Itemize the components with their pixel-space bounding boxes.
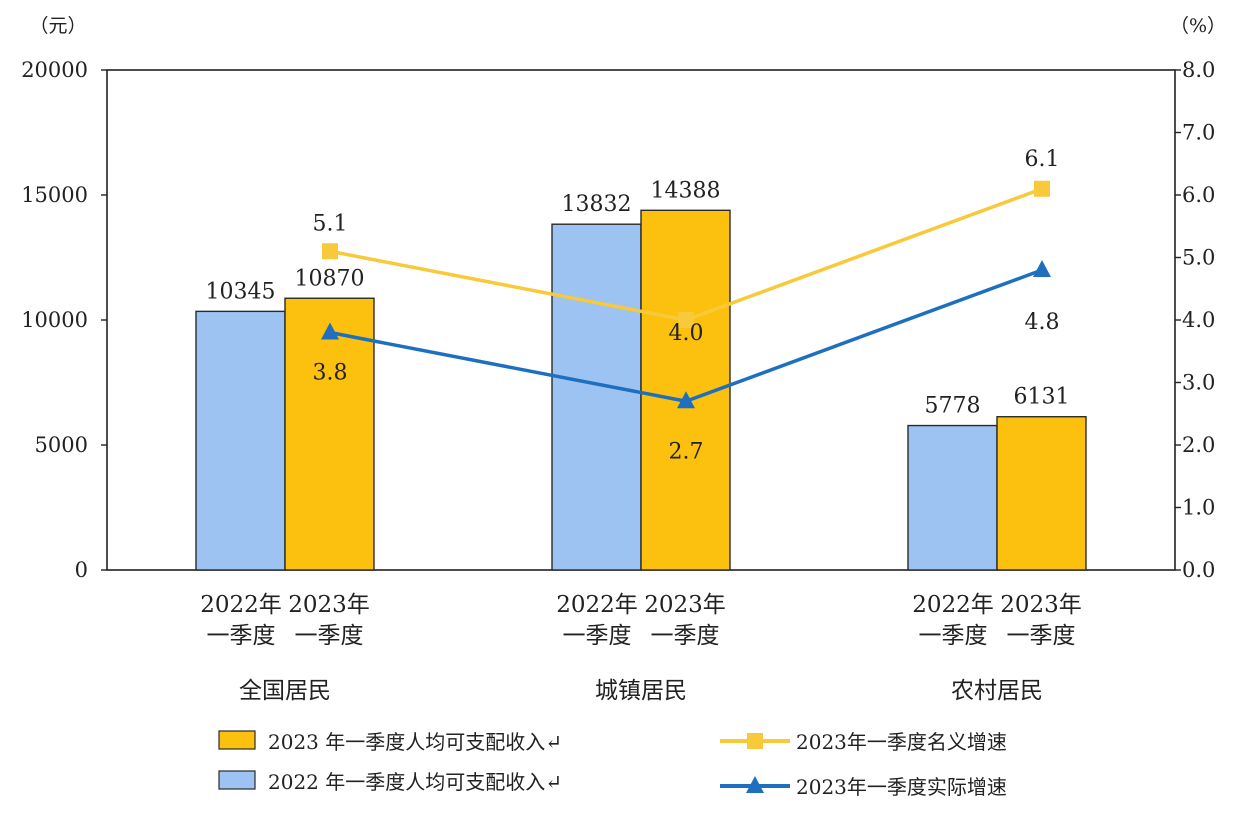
- bar-value-label: 10870: [295, 266, 365, 291]
- line-value-label: 5.1: [313, 211, 348, 236]
- bar-value-label: 14388: [651, 178, 721, 203]
- category-sub-label: 2023年: [288, 592, 370, 618]
- line-value-label: 6.1: [1025, 147, 1060, 172]
- bar-2022: [907, 424, 998, 571]
- bar-2023: [996, 416, 1087, 571]
- left-tick-label: 0: [75, 558, 88, 582]
- left-tick-label: 20000: [21, 58, 88, 82]
- category-sub-label: 一季度: [563, 623, 632, 649]
- right-tick-label: 0.0: [1182, 558, 1215, 582]
- category-sub-label: 2022年: [912, 592, 994, 618]
- left-tick-label: 10000: [21, 308, 88, 332]
- category-group-label: 城镇居民: [595, 678, 687, 704]
- line-marker-triangle: [1033, 260, 1051, 277]
- bars: 10345 13832 5778 10870 14388 6131: [195, 178, 1087, 571]
- right-tick-label: 4.0: [1182, 308, 1215, 332]
- lines: 5.1 4.0 6.1 3.8 2.7 4.8: [313, 147, 1060, 465]
- legend-label: 2022 年一季度人均可支配收入↵: [268, 770, 562, 794]
- bar-2022: [551, 223, 642, 571]
- left-tick-label: 5000: [35, 433, 88, 457]
- category-sub-label: 一季度: [1007, 623, 1076, 649]
- line-value-label: 4.8: [1025, 310, 1060, 335]
- right-tick-label: 6.0: [1182, 183, 1215, 207]
- right-tick-label: 7.0: [1182, 121, 1215, 145]
- legend-label: 2023年一季度名义增速: [796, 730, 1007, 754]
- category-sub-label: 2023年: [644, 592, 726, 618]
- line-marker-square: [322, 243, 338, 260]
- right-axis-unit: （%）: [1170, 15, 1226, 37]
- line-marker-square: [678, 312, 694, 328]
- bar-value-label: 10345: [206, 279, 276, 304]
- legend-marker-square: [747, 733, 763, 749]
- category-group-label: 全国居民: [239, 678, 331, 704]
- right-tick-label: 8.0: [1182, 58, 1215, 82]
- legend-swatch-bar: [218, 730, 256, 750]
- category-group-label: 农村居民: [951, 678, 1043, 704]
- category-sub-label: 一季度: [295, 623, 364, 649]
- right-tick-label: 2.0: [1182, 433, 1215, 457]
- legend-swatch-bar: [218, 770, 256, 790]
- bar-value-label: 5778: [925, 394, 981, 419]
- left-axis-unit: （元）: [29, 15, 86, 37]
- bar-value-label: 6131: [1014, 385, 1070, 410]
- category-sub-label: 一季度: [651, 623, 720, 649]
- line-marker-square: [1034, 180, 1050, 197]
- right-tick-label: 3.0: [1182, 371, 1215, 395]
- bar-2023: [284, 297, 375, 571]
- category-labels: 2022年一季度2023年一季度全国居民2022年一季度2023年一季度城镇居民…: [200, 592, 1082, 704]
- category-sub-label: 一季度: [919, 623, 988, 649]
- line-marker-triangle: [677, 391, 695, 409]
- legend-label: 2023 年一季度人均可支配收入↵: [268, 730, 562, 754]
- line-value-label: 4.0: [669, 321, 704, 346]
- category-sub-label: 2023年: [1000, 592, 1082, 618]
- line-marker-triangle: [321, 322, 339, 340]
- line-value-label: 3.8: [313, 361, 348, 386]
- legend-marker-triangle: [746, 776, 764, 793]
- bar-value-label: 13832: [562, 192, 632, 217]
- right-axis: （%） 0.0 1.0 2.0 3.0 4.0 5.0 6.0 7.0 8.0: [1170, 15, 1226, 582]
- left-axis: （元） 0 5000 10000 15000 20000: [21, 15, 107, 582]
- category-sub-label: 一季度: [207, 623, 276, 649]
- right-tick-label: 5.0: [1182, 246, 1215, 270]
- legend-label: 2023年一季度实际增速: [796, 775, 1007, 799]
- category-sub-label: 2022年: [556, 592, 638, 618]
- left-tick-label: 15000: [21, 183, 88, 207]
- category-sub-label: 2022年: [200, 592, 282, 618]
- legend: 2023 年一季度人均可支配收入↵ 2022 年一季度人均可支配收入↵ 2023年一…: [218, 730, 1007, 799]
- line-value-label: 2.7: [669, 439, 704, 464]
- right-tick-label: 1.0: [1182, 496, 1215, 520]
- bar-2022: [195, 310, 286, 571]
